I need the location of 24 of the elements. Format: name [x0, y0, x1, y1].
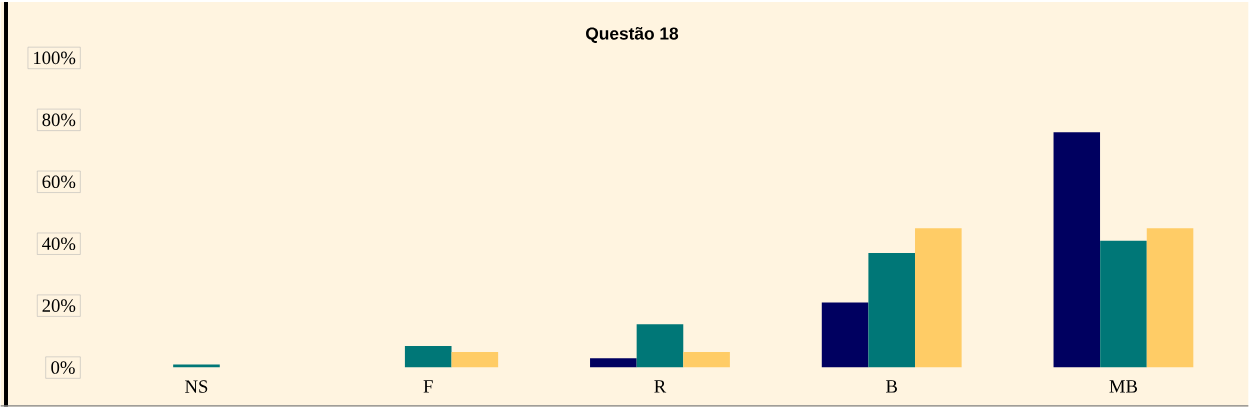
bar: [915, 228, 962, 368]
bar: [868, 253, 916, 368]
bar: [1053, 132, 1101, 368]
bar: [1100, 240, 1147, 368]
x-tick-label: R: [654, 380, 667, 393]
bar: [1146, 228, 1194, 368]
bar: [636, 324, 684, 368]
x-tick-label: B: [886, 380, 898, 393]
y-tick-label: 80%: [42, 113, 76, 127]
bar: [404, 346, 452, 368]
x-tick-label: NS: [185, 380, 208, 394]
y-tick-label: 60%: [42, 175, 76, 189]
y-tick-label: 100%: [34, 51, 76, 65]
bar: [590, 358, 637, 368]
bar: [173, 364, 220, 368]
bar: [821, 302, 869, 368]
bar: [683, 352, 730, 368]
y-tick-label: 20%: [42, 299, 76, 313]
x-tick-label: MB: [1109, 380, 1138, 393]
chart-title: Questão 18: [586, 27, 679, 44]
x-tick-label: F: [423, 380, 433, 393]
bar: [451, 352, 499, 368]
y-tick-label: 40%: [42, 237, 76, 251]
y-tick-label: 0%: [51, 361, 75, 375]
